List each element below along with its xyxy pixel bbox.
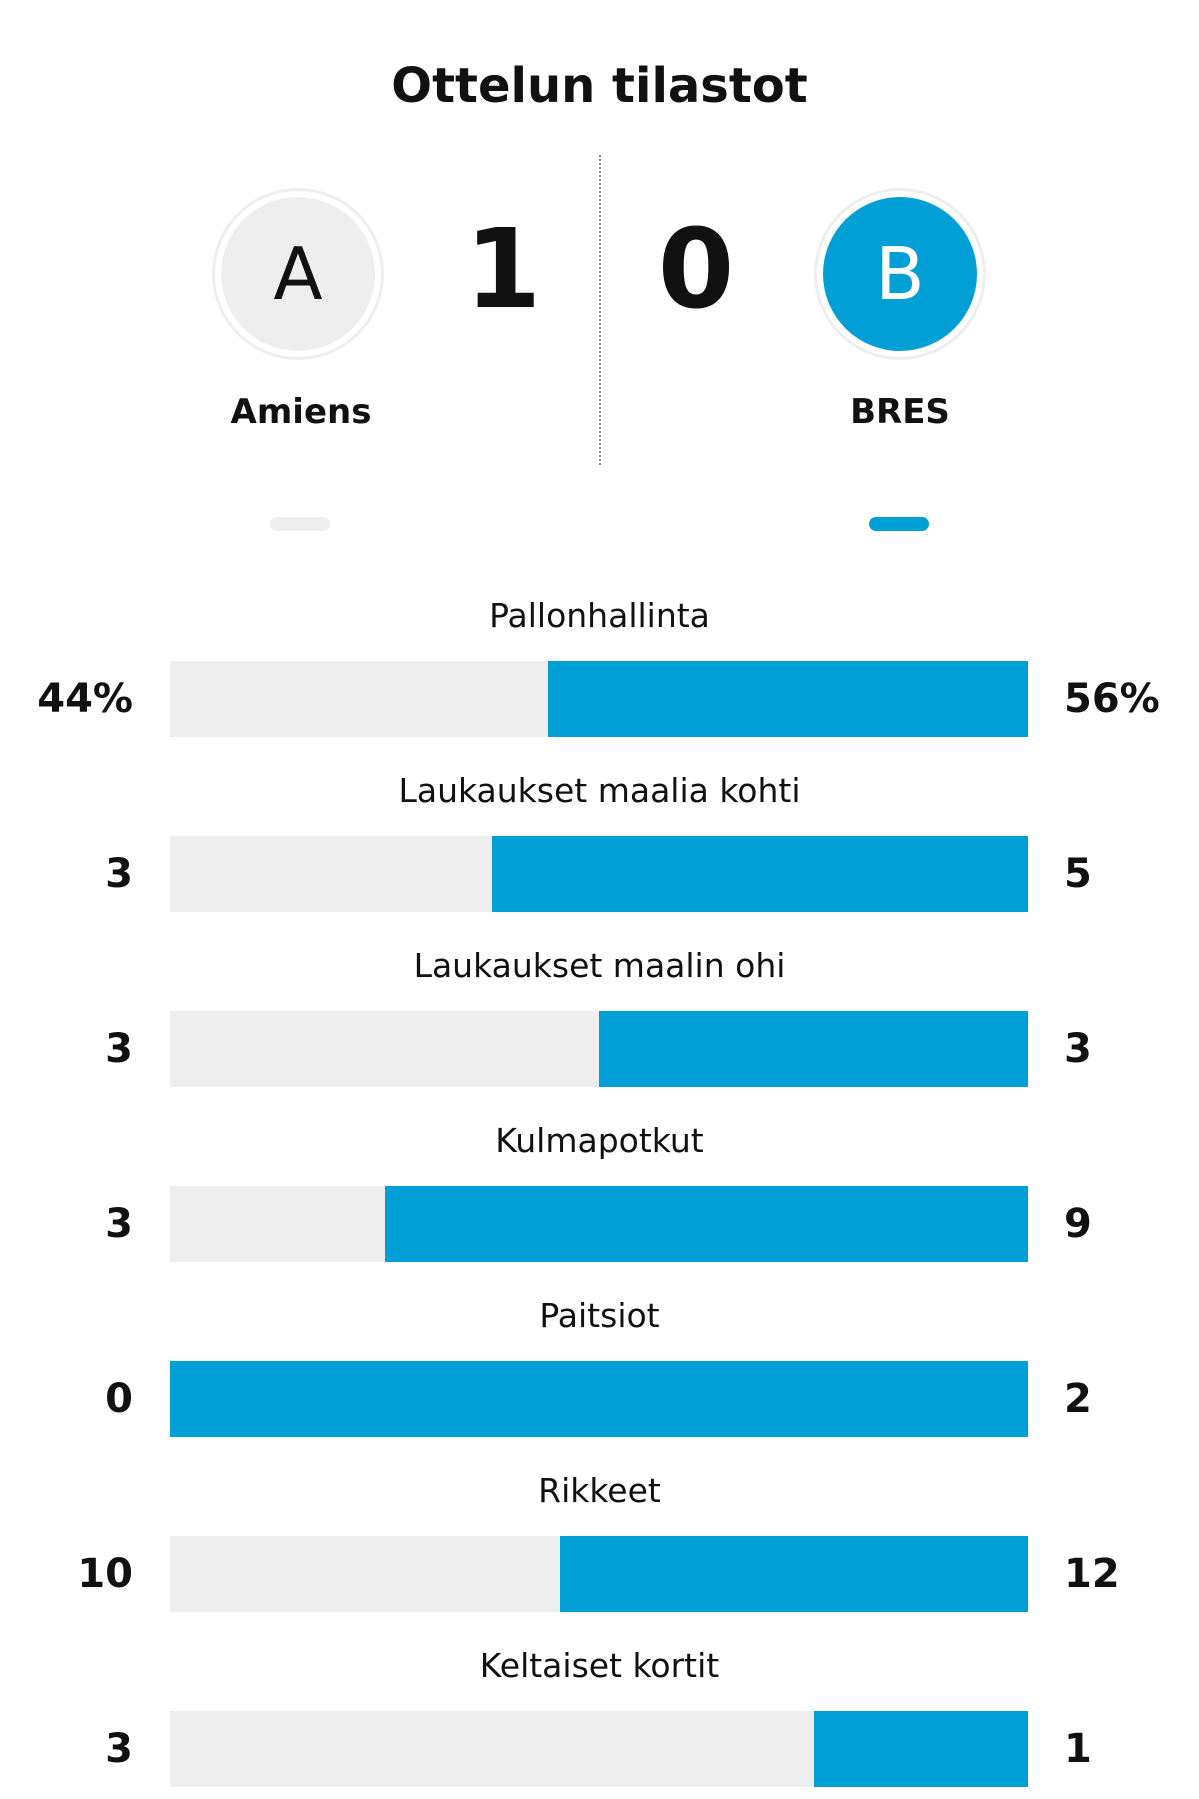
stat-away-value: 56%: [1064, 676, 1160, 722]
away-score: 0: [657, 205, 735, 333]
stat-away-value: 3: [1064, 1026, 1092, 1072]
stat-bar-away-fill: [491, 836, 1028, 912]
stat-label: Laukaukset maalia kohti: [398, 771, 801, 810]
stat-label: Paitsiot: [539, 1296, 660, 1335]
stat-away-value: 9: [1064, 1201, 1092, 1247]
stat-home-value: 3: [105, 851, 133, 897]
stat-home-value: 44%: [37, 676, 133, 722]
home-color-indicator: [270, 517, 330, 531]
stat-bar-away-fill: [170, 1361, 1028, 1437]
stat-bar-away-fill: [599, 1011, 1028, 1087]
stat-label: Kulmapotkut: [495, 1121, 704, 1160]
stat-label: Keltaiset kortit: [479, 1646, 720, 1685]
home-logo-ring: [212, 188, 384, 360]
away-team-initial: B: [875, 232, 925, 316]
stat-away-value: 5: [1064, 851, 1092, 897]
stat-home-value: 3: [105, 1026, 133, 1072]
away-team-logo: B: [823, 197, 977, 351]
stat-away-value: 2: [1064, 1376, 1092, 1422]
home-team-name: Amiens: [230, 392, 372, 432]
stat-bar: [170, 1011, 1028, 1087]
home-team-initial: A: [273, 232, 323, 316]
stat-away-value: 12: [1064, 1551, 1120, 1597]
home-score: 1: [464, 205, 542, 333]
stat-bar: [170, 1361, 1028, 1437]
stat-bar: [170, 1536, 1028, 1612]
stat-home-value: 10: [77, 1551, 133, 1597]
stat-bar-away-fill: [384, 1186, 1028, 1262]
stat-bar: [170, 1186, 1028, 1262]
stat-bar-away-fill: [547, 661, 1028, 737]
stat-label: Pallonhallinta: [489, 596, 710, 635]
score-divider: [599, 155, 601, 465]
page-title: Ottelun tilastot: [391, 58, 808, 114]
home-team-logo: A: [221, 197, 375, 351]
away-logo-ring: [814, 188, 986, 360]
stat-bar: [170, 1711, 1028, 1787]
stat-bar: [170, 661, 1028, 737]
away-team-name: BRES: [850, 392, 950, 432]
stat-bar: [170, 836, 1028, 912]
away-color-indicator: [869, 517, 929, 531]
stat-label: Rikkeet: [538, 1471, 661, 1510]
stat-home-value: 3: [105, 1726, 133, 1772]
stat-bar-away-fill: [813, 1711, 1028, 1787]
stat-home-value: 0: [105, 1376, 133, 1422]
stat-label: Laukaukset maalin ohi: [413, 946, 786, 985]
stat-home-value: 3: [105, 1201, 133, 1247]
stat-bar-away-fill: [560, 1536, 1028, 1612]
stat-away-value: 1: [1064, 1726, 1092, 1772]
